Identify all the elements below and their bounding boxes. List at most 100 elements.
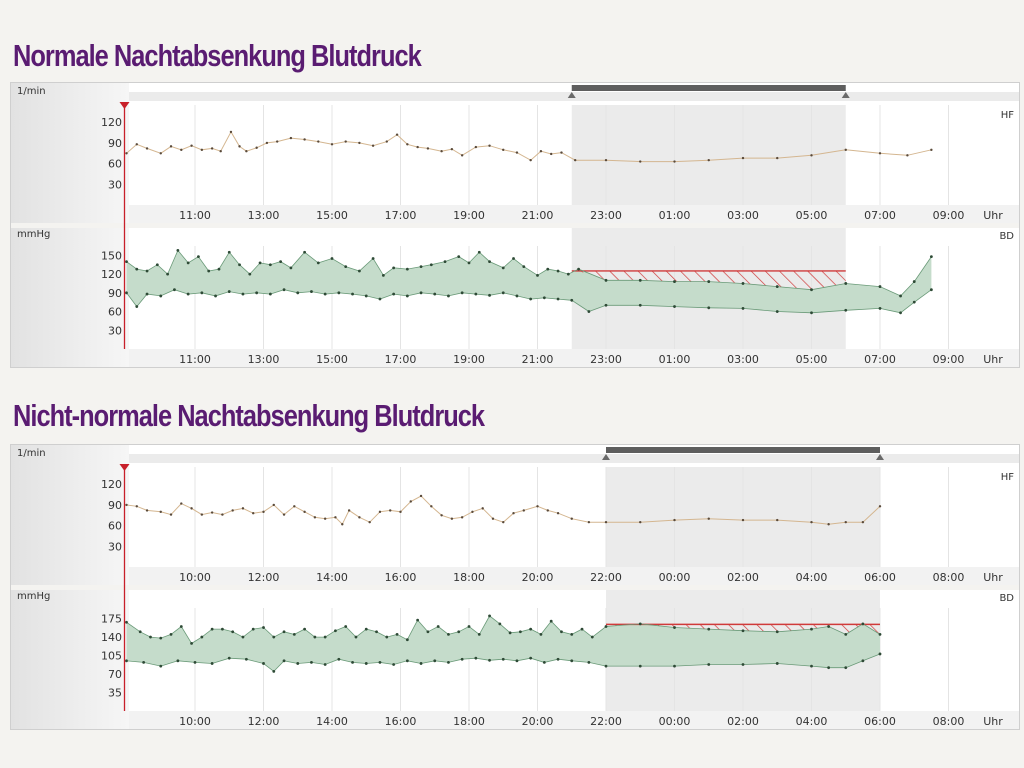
heart-rate-point [125,152,128,155]
diastolic-point [741,307,745,310]
hr-xtick-label: 19:00 [453,209,485,222]
heart-rate-point [159,152,162,155]
hr-ytick-label: 60 [108,520,122,533]
bp-xtick-label: 04:00 [796,715,828,728]
diastolic-point [310,661,313,664]
heart-rate-point [229,130,233,134]
bp-ytick-label: 175 [101,613,122,626]
heart-rate-point [570,517,573,520]
diastolic-point [176,659,180,663]
diastolic-point [351,661,354,664]
heart-rate-point [426,147,430,150]
diastolic-point [878,652,882,656]
hr-xtick-label: 02:00 [727,571,759,584]
bp-xtick-label: 07:00 [864,353,896,366]
heart-rate-point [741,156,745,160]
systolic-point [457,255,461,259]
heart-rate-point [145,147,149,150]
systolic-point [566,272,570,276]
diastolic-point [200,291,204,295]
bp-xtick-label: 10:00 [179,715,211,728]
systolic-point [477,633,481,636]
panel-separator [11,585,1019,590]
heart-rate-point [293,505,296,508]
systolic-point [604,625,608,628]
diastolic-point [447,661,450,664]
systolic-point [316,261,320,265]
heart-rate-point [529,158,532,162]
systolic-point [419,265,423,268]
heart-rate-point [878,505,882,508]
systolic-point [549,619,553,623]
systolic-point [570,633,574,636]
heart-rate-point [289,136,293,140]
heart-rate-point [639,520,642,524]
heart-rate-point [488,144,491,147]
hr-series-label: HF [1001,472,1015,483]
systolic-point [810,288,813,292]
diastolic-point [337,291,341,295]
systolic-point [518,630,522,634]
heart-rate-point [238,145,241,148]
systolic-point [282,630,286,634]
heart-rate-point [395,133,399,136]
systolic-point [560,630,563,634]
diastolic-point [844,666,848,670]
systolic-point [429,263,433,267]
systolic-point [443,260,447,264]
systolic-point [912,280,916,283]
heart-rate-point [169,145,173,148]
systolic-point [405,267,409,271]
hr-xtick-label: 22:00 [590,571,622,584]
night-period-bar [571,85,846,91]
heart-rate-point [303,510,306,514]
diastolic-point [214,294,217,298]
systolic-point [303,627,306,631]
diastolic-point [515,659,519,663]
hr-xtick-label: 01:00 [659,209,691,222]
diastolic-point [433,659,437,663]
bp-xtick-label: 05:00 [796,353,828,366]
hr-xtick-label: 14:00 [316,571,348,584]
bp-ytick-label: 30 [108,324,122,337]
hr-unit-label: 1/min [17,86,46,97]
heart-rate-point [502,148,505,152]
systolic-point [186,261,190,265]
heart-rate-point [323,517,327,520]
systolic-point [272,635,276,639]
diastolic-point [392,663,396,666]
heart-rate-point [406,143,409,146]
diastolic-line [126,653,881,672]
systolic-point [426,630,430,634]
diastolic-point [227,656,231,660]
systolic-point [638,278,642,282]
diastolic-point [241,292,245,296]
heart-rate-point [180,502,183,505]
heart-rate-point [539,150,543,153]
heart-rate-point [604,158,608,162]
systolic-point [556,269,560,273]
bp-xtick-label: 22:00 [590,715,622,728]
hr-xtick-label: 12:00 [248,571,280,584]
systolic-point [155,263,159,267]
heart-rate-point [419,494,423,498]
heart-rate-point [810,520,813,524]
night-end-handle [841,92,850,98]
heart-rate-point [241,507,245,510]
systolic-point [810,627,813,631]
heart-rate-point [282,513,286,516]
chart-title-abnormal: Nicht-normale Nachtabsenkung Blutdruck [13,398,485,433]
systolic-point [488,614,491,618]
heart-rate-point [409,500,412,503]
systolic-point [477,250,481,254]
systolic-point [436,625,440,628]
bp-xtick-label: 14:00 [316,715,348,728]
diastolic-point [282,288,286,292]
recording-start-triangle [119,102,130,109]
chart-svg-normal: 11:00 11:00 13:00 13:00 15:00 15:00 17:00 17:00… [11,83,1019,367]
night-end-handle [876,454,884,460]
diastolic-point [433,292,437,296]
diastolic-point [186,292,190,296]
systolic-point [827,625,831,628]
heart-rate-point [604,520,608,524]
